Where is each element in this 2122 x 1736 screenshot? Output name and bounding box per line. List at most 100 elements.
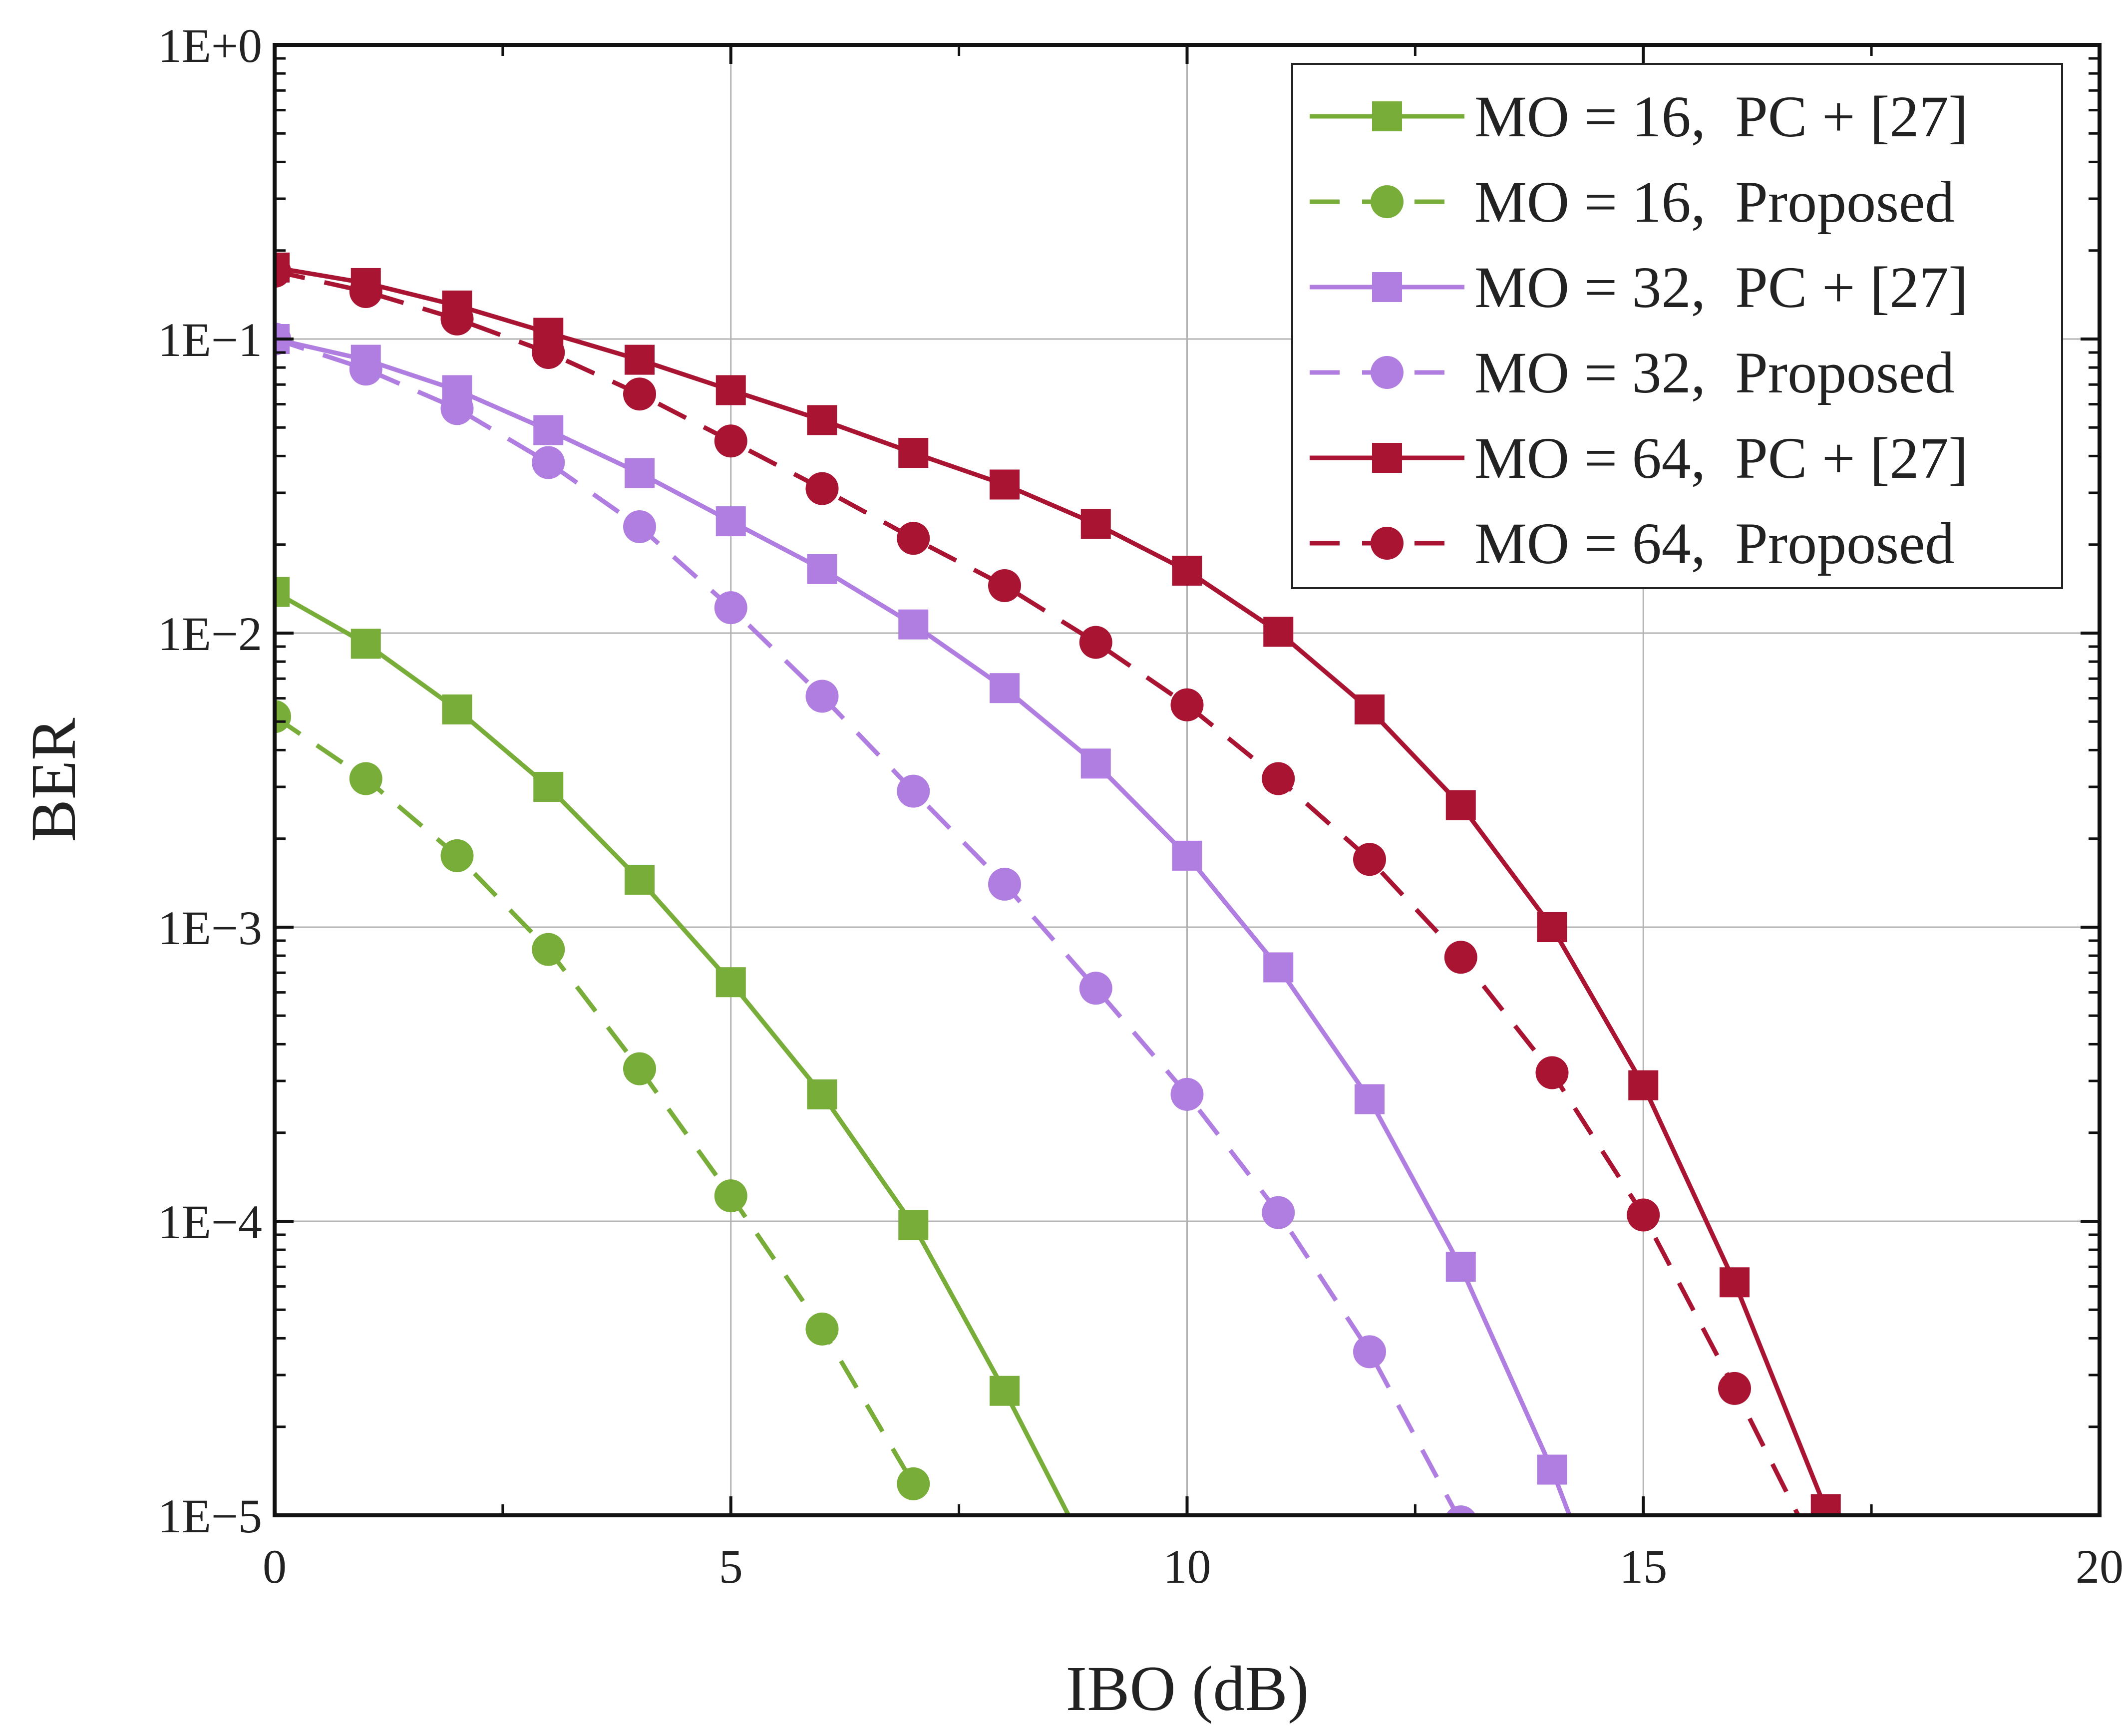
legend: MO = 16, PC + [27] MO = 16, Proposed MO = … — [1291, 63, 2063, 589]
legend-label: MO = 32, PC + [27] — [1474, 255, 1968, 320]
data-point — [351, 629, 381, 659]
data-point — [440, 302, 474, 336]
series-line — [275, 590, 1071, 1515]
series-3 — [275, 324, 1572, 1515]
legend-label: MO = 64, Proposed — [1474, 511, 1954, 576]
data-point — [1537, 912, 1567, 942]
data-point — [715, 375, 746, 405]
data-point — [1810, 1494, 1841, 1515]
data-point — [1170, 1077, 1204, 1111]
x-axis-title: IBO (dB) — [1065, 1653, 1309, 1724]
data-point — [807, 1079, 837, 1109]
data-point — [349, 762, 382, 795]
data-point — [532, 933, 565, 966]
data-point — [990, 1376, 1020, 1406]
y-axis-title: BER — [18, 717, 89, 842]
data-point — [1720, 1267, 1750, 1298]
data-point — [1172, 840, 1202, 871]
series-line — [275, 714, 916, 1485]
data-point — [990, 469, 1020, 500]
data-point — [898, 1210, 929, 1240]
data-point — [898, 609, 929, 640]
y-tick-label: 1E−2 — [158, 607, 262, 661]
y-tick-label: 1E−5 — [158, 1489, 262, 1543]
data-point — [714, 591, 747, 625]
data-point — [807, 554, 837, 584]
legend-marker — [1371, 356, 1404, 389]
data-point — [988, 867, 1021, 901]
x-tick-label: 15 — [1619, 1540, 1667, 1593]
data-point — [1080, 748, 1111, 779]
legend-marker — [1372, 443, 1402, 473]
legend-entry: MO = 32, PC + [27] — [1310, 255, 1968, 320]
data-point — [990, 673, 1020, 703]
data-point — [805, 1312, 839, 1346]
legend-label: MO = 64, PC + [27] — [1474, 425, 1968, 491]
data-point — [715, 967, 746, 998]
data-point — [1262, 1196, 1295, 1229]
legend-entry: MO = 32, Proposed — [1310, 340, 1954, 405]
data-point — [1079, 626, 1112, 659]
legend-marker — [1371, 527, 1404, 560]
data-point — [715, 506, 746, 537]
data-point — [625, 345, 655, 375]
data-point — [1170, 688, 1204, 721]
data-point — [533, 771, 564, 802]
y-tick-label: 1E−3 — [158, 901, 262, 955]
x-tick-label: 5 — [719, 1540, 743, 1593]
data-point — [714, 1179, 747, 1213]
legend-entry: MO = 64, PC + [27] — [1310, 425, 1968, 491]
data-point — [1172, 556, 1202, 586]
data-point — [1355, 1084, 1385, 1114]
series-layer — [275, 252, 1841, 1515]
data-point — [805, 472, 839, 505]
series-6 — [275, 255, 1801, 1515]
data-point — [532, 446, 565, 479]
data-point — [988, 569, 1021, 602]
legend-marker — [1372, 101, 1402, 131]
data-point — [1535, 1056, 1569, 1089]
series-line — [275, 265, 1828, 1510]
data-point — [898, 438, 929, 468]
data-point — [349, 275, 382, 308]
data-point — [1262, 762, 1295, 795]
data-point — [1353, 1335, 1386, 1369]
axes — [273, 43, 2102, 1517]
legend-entry: MO = 16, PC + [27] — [1310, 84, 1968, 149]
data-point — [1537, 1454, 1567, 1485]
data-point — [1718, 1372, 1751, 1405]
data-point — [714, 424, 747, 458]
series-line — [275, 337, 1572, 1515]
data-point — [1353, 843, 1386, 876]
data-point — [805, 680, 839, 713]
legend-entry: MO = 64, Proposed — [1310, 511, 1954, 576]
legend-marker — [1372, 272, 1402, 302]
data-point — [897, 522, 930, 555]
data-point — [440, 392, 474, 425]
tick-labels: 0 5 10 15 20 1E−5 1E−4 1E−3 1E−2 1E−1 1E+0 — [158, 19, 2122, 1593]
data-point — [1627, 1198, 1660, 1232]
data-point — [1445, 1252, 1476, 1282]
data-point — [275, 577, 290, 607]
data-point — [442, 694, 472, 724]
y-tick-label: 1E−4 — [158, 1195, 262, 1249]
data-point — [623, 377, 656, 411]
data-point — [533, 415, 564, 445]
data-point — [1445, 1505, 1476, 1515]
data-point — [807, 405, 837, 435]
data-point — [625, 458, 655, 488]
plot-frame — [273, 43, 2102, 1517]
x-tick-label: 0 — [263, 1540, 287, 1593]
data-point — [275, 700, 291, 733]
legend-label: MO = 32, Proposed — [1474, 340, 1954, 405]
data-point — [897, 774, 930, 808]
data-point — [440, 839, 474, 872]
data-point — [1080, 509, 1111, 539]
data-point — [1445, 790, 1476, 820]
data-point — [625, 864, 655, 895]
data-point — [349, 352, 382, 386]
data-point — [897, 1467, 930, 1500]
data-point — [1263, 617, 1294, 647]
legend-entry: MO = 16, Proposed — [1310, 169, 1954, 235]
